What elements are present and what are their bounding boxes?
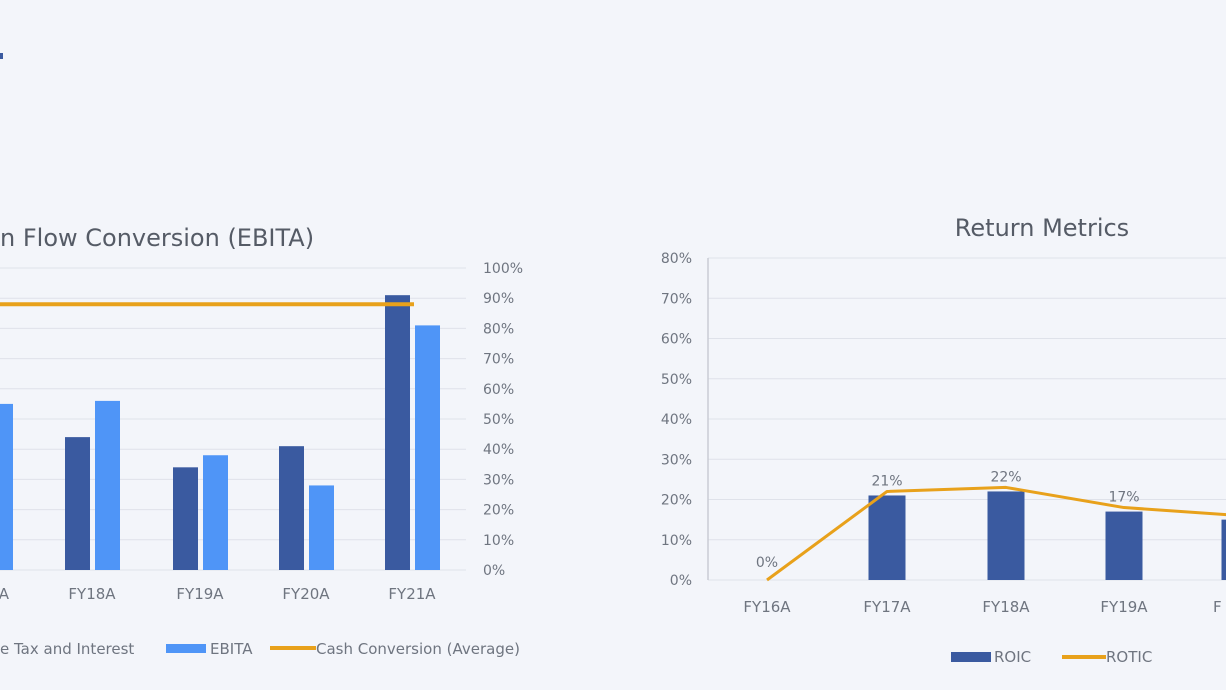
bar-ebita	[415, 325, 440, 570]
bar-ebita	[0, 403, 13, 570]
y-tick-label: 70%	[661, 291, 692, 307]
x-category-label: FY20A	[282, 585, 330, 603]
y-tick-label: 60%	[661, 332, 692, 348]
x-category-label: A	[0, 585, 10, 603]
y-tick-label: 10%	[661, 533, 692, 549]
bar-tax-interest	[279, 446, 304, 570]
chart2-legend: ROIC ROTIC	[951, 648, 1152, 666]
roic-data-label: 17%	[1108, 490, 1139, 506]
x-category-label: F	[1213, 598, 1222, 616]
y-tick-label: 30%	[661, 452, 692, 468]
bar-roic	[1221, 519, 1226, 580]
legend-swatch-roic	[951, 652, 991, 662]
roic-data-label: 22%	[990, 469, 1021, 485]
line-rotic	[766, 485, 1226, 582]
bar-tax-interest	[385, 295, 410, 570]
bar-tax-interest	[173, 467, 198, 570]
x-category-label: FY18A	[982, 598, 1030, 616]
legend-item-tax-interest: e Tax and Interest	[0, 640, 134, 658]
y-tick-label: 20%	[661, 493, 692, 509]
y-tick-label: 50%	[661, 372, 692, 388]
x-category-label: FY16A	[743, 598, 791, 616]
bar-ebita	[95, 400, 120, 570]
edge-mark	[0, 53, 3, 59]
y2-tick-label: 100%	[483, 261, 523, 277]
legend-item-ebita: EBITA	[210, 640, 253, 658]
bar-tax-interest	[65, 437, 90, 570]
chart1-legend: e Tax and Interest EBITA Cash Conversion…	[0, 640, 520, 658]
chart2-title: Return Metrics	[955, 214, 1129, 242]
bar-roic	[868, 495, 906, 580]
x-category-label: FY21A	[388, 585, 436, 603]
roic-data-label: 21%	[871, 473, 902, 489]
y2-tick-label: 80%	[483, 321, 514, 337]
bar-roic	[987, 491, 1025, 580]
bar-ebita	[309, 485, 334, 570]
x-category-label: FY18A	[68, 585, 116, 603]
y2-tick-label: 10%	[483, 533, 514, 549]
bar-ebita	[203, 455, 228, 570]
x-category-label: FY19A	[176, 585, 224, 603]
legend-item-cash-conversion: Cash Conversion (Average)	[316, 640, 520, 658]
x-category-label: FY17A	[863, 598, 911, 616]
cash-flow-conversion-chart: n Flow Conversion (EBITA) 0% 10% 20% 30% 40%…	[0, 224, 523, 658]
y2-tick-label: 90%	[483, 291, 514, 307]
y2-tick-label: 40%	[483, 442, 514, 458]
legend-item-rotic: ROTIC	[1106, 648, 1152, 666]
chart1-title: n Flow Conversion (EBITA)	[0, 224, 314, 252]
y-tick-label: 40%	[661, 412, 692, 428]
x-category-label: FY19A	[1100, 598, 1148, 616]
y2-tick-label: 30%	[483, 472, 514, 488]
y2-tick-label: 60%	[483, 382, 514, 398]
bar-roic	[1105, 511, 1143, 580]
y2-tick-label: 70%	[483, 352, 514, 368]
y2-tick-label: 50%	[483, 412, 514, 428]
y-tick-label: 0%	[670, 573, 692, 589]
legend-swatch-ebita	[166, 644, 206, 653]
return-metrics-chart: Return Metrics 0% 10% 20% 30% 40% 50% 60% 70% 80…	[661, 214, 1226, 666]
roic-data-label: 0%	[756, 555, 778, 571]
y2-tick-label: 0%	[483, 563, 505, 579]
y-tick-label: 80%	[661, 251, 692, 267]
legend-item-roic: ROIC	[994, 648, 1031, 666]
y2-tick-label: 20%	[483, 503, 514, 519]
